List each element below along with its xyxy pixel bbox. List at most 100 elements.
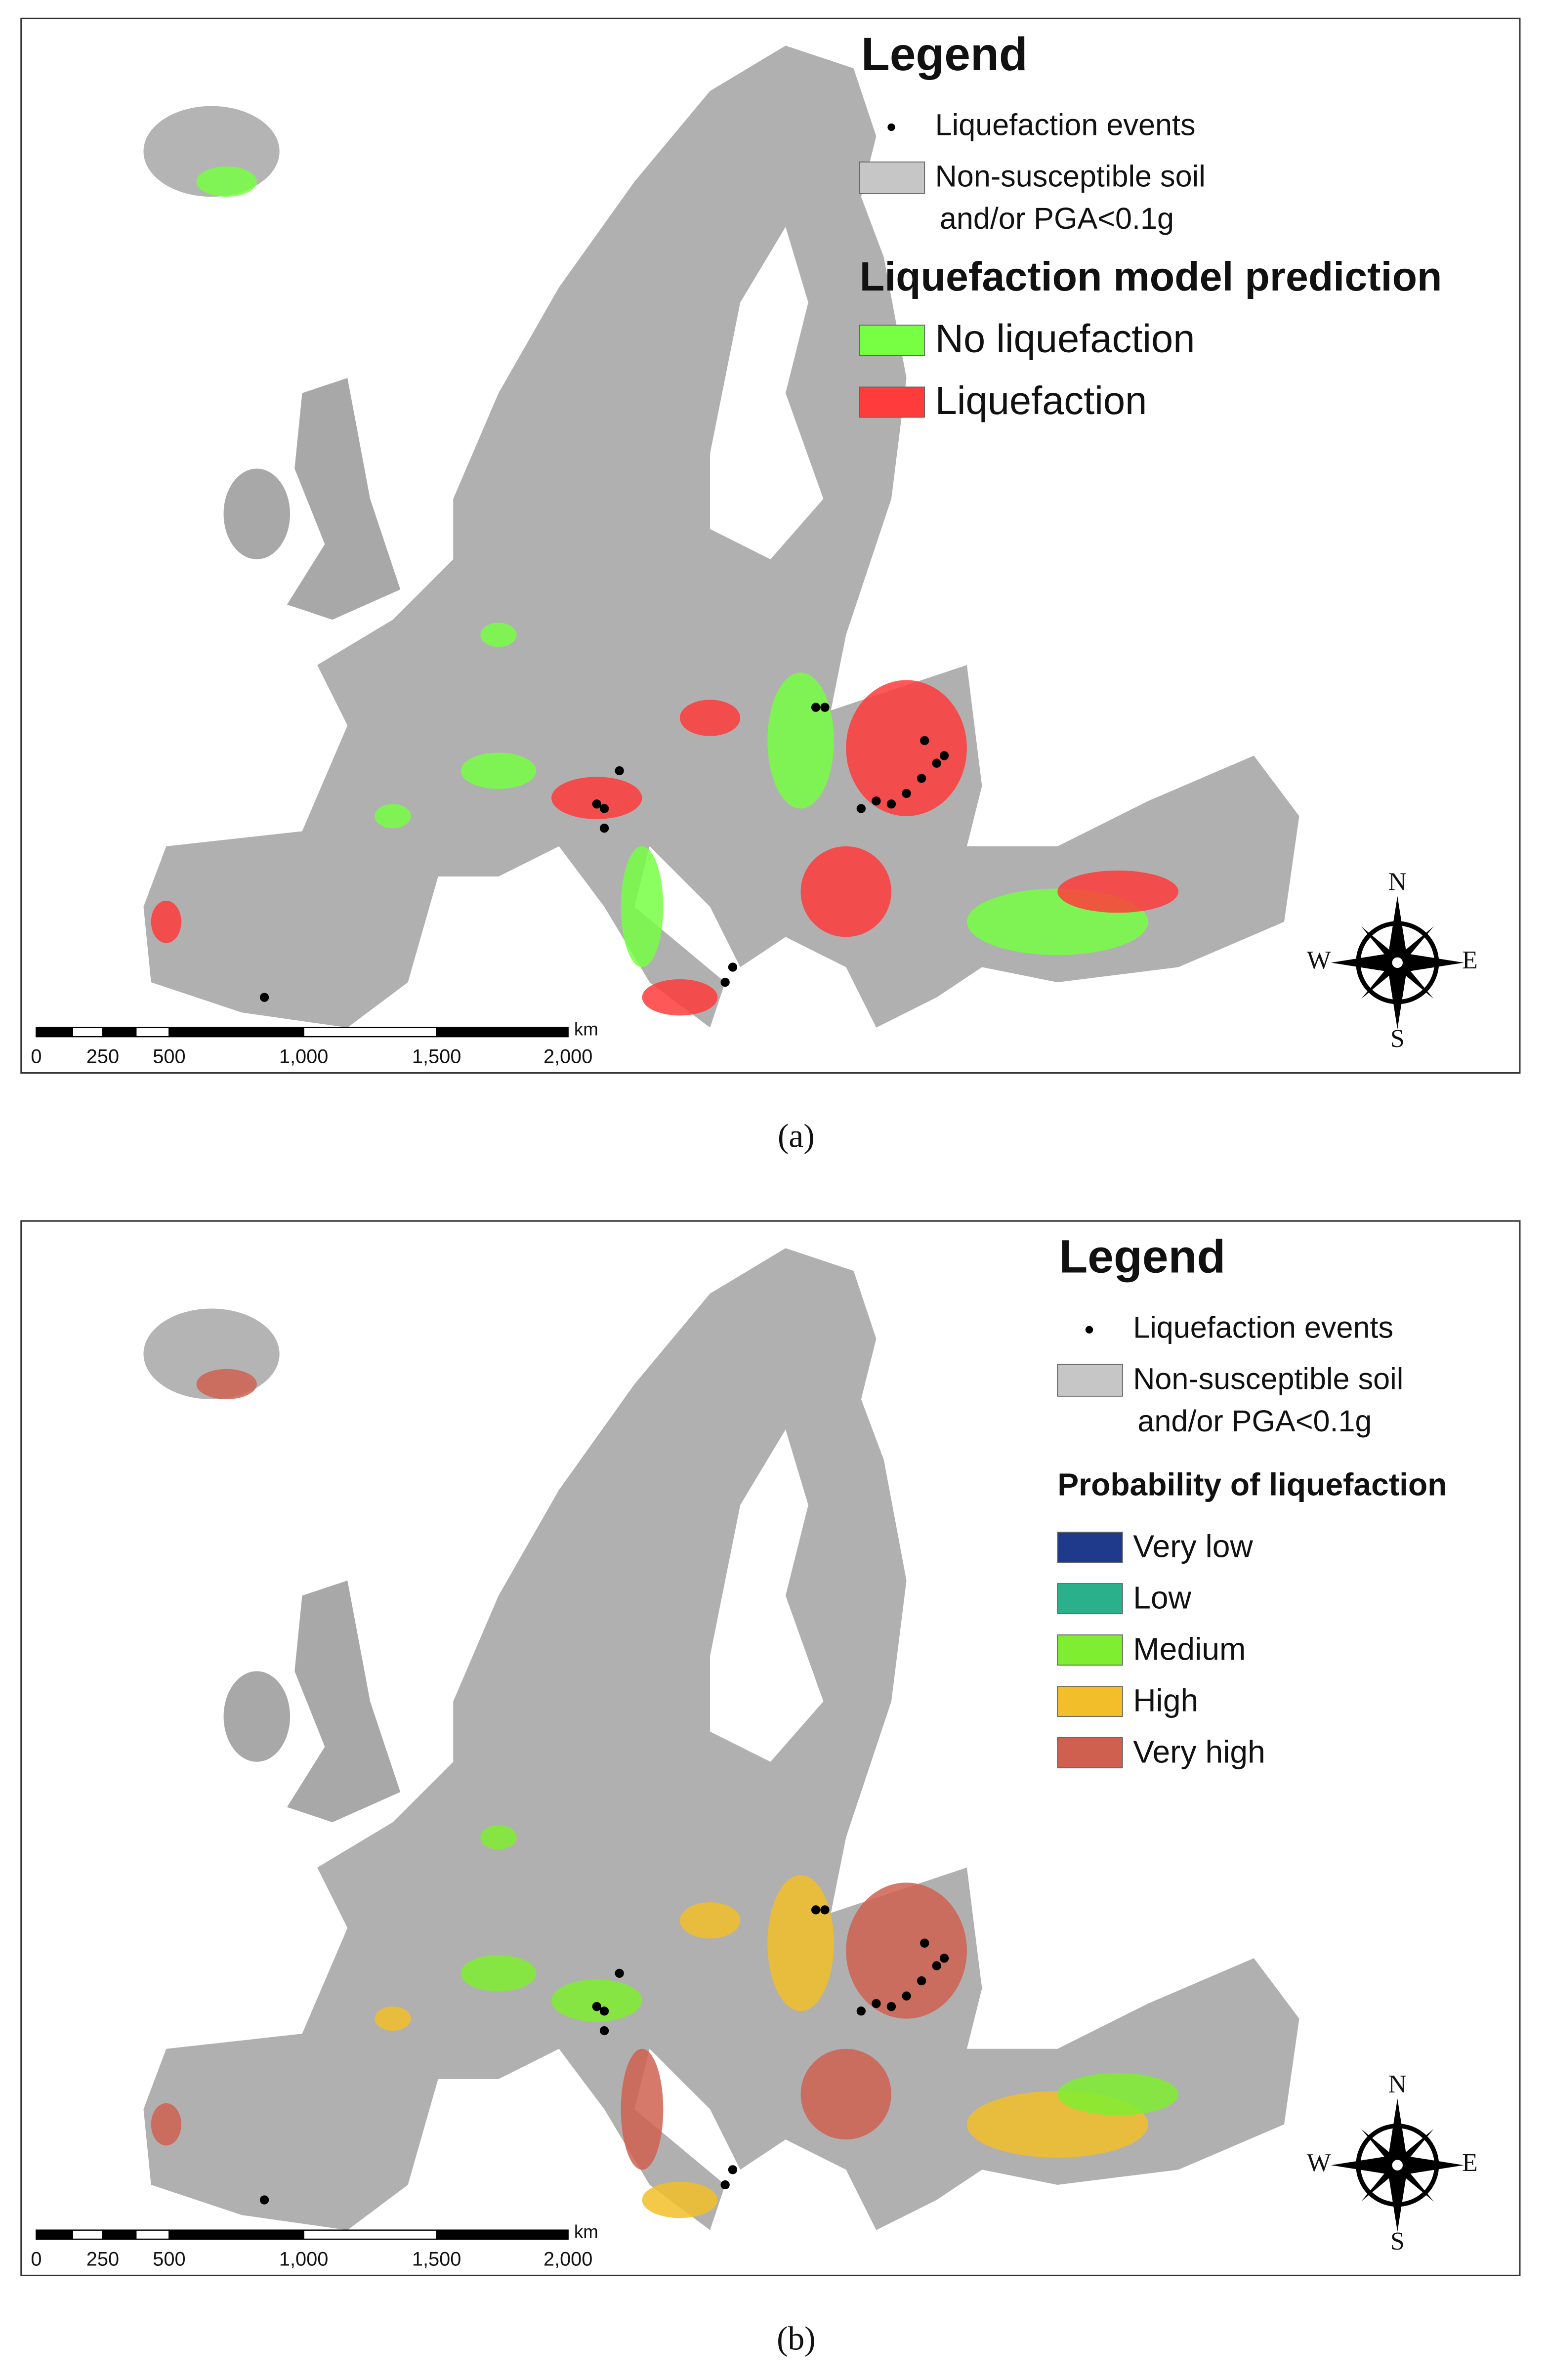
event-marker [917, 774, 926, 783]
compass-center [1390, 2158, 1405, 2172]
susceptible-area [480, 1825, 517, 1850]
legend-swatch [1057, 1532, 1123, 1563]
legend-label: Non-susceptible soil [1133, 1362, 1403, 1395]
event-marker [599, 2026, 609, 2036]
scale-label: 250 [86, 1045, 119, 1067]
scale-segment [36, 2229, 73, 2240]
event-marker [592, 799, 601, 809]
legend-label: Medium [1133, 1631, 1246, 1667]
land-ireland [223, 468, 291, 559]
compass-rose [1331, 896, 1464, 1029]
legend-swatch [1057, 1364, 1123, 1397]
event-marker [599, 804, 609, 813]
susceptible-area [767, 672, 834, 809]
compass-label: E [1462, 2149, 1478, 2177]
event-marker [920, 736, 929, 746]
scale-label: 0 [31, 2248, 42, 2270]
scale-label: 1,000 [279, 1045, 328, 1067]
event-marker [856, 2006, 866, 2016]
scale-label: 1,500 [412, 1045, 461, 1067]
event-marker [932, 758, 941, 768]
scale-segment [102, 1027, 137, 1038]
event-marker [259, 2195, 269, 2205]
event-marker [856, 804, 866, 813]
event-marker [872, 796, 881, 806]
susceptible-area [846, 1882, 967, 2019]
event-marker [599, 2006, 609, 2016]
susceptible-area [642, 979, 718, 1016]
scale-segment [72, 1027, 104, 1038]
scale-segment [135, 2229, 170, 2240]
land-ireland [223, 1671, 291, 1762]
event-marker [720, 977, 730, 987]
caption: (b) [777, 2320, 815, 2357]
susceptible-area [679, 1902, 741, 1939]
scale-label: 500 [153, 1045, 185, 1067]
scale-segment [168, 2229, 304, 2240]
legend-label: Liquefaction [935, 378, 1147, 422]
land-uk [287, 1580, 401, 1823]
land-uk [287, 378, 401, 620]
susceptible-area [1057, 870, 1178, 913]
legend-event-symbol [887, 123, 895, 131]
compass-label: E [1462, 946, 1478, 974]
event-marker [811, 703, 821, 712]
scale-unit: km [574, 2221, 598, 2242]
legend-subtitle: Probability of liquefaction [1057, 1466, 1447, 1502]
event-marker [902, 1991, 911, 2001]
susceptible-area [196, 166, 257, 197]
scale-label: 2,000 [544, 1045, 592, 1067]
legend-label: Very high [1133, 1734, 1265, 1769]
susceptible-area [767, 1875, 834, 2011]
sea [710, 227, 824, 559]
land [143, 45, 1299, 1028]
legend-event-symbol [1085, 1326, 1093, 1334]
susceptible-area [621, 846, 664, 967]
panel: Legend Liquefaction events Non-susceptible… [20, 17, 1521, 1155]
legend-label: and/or PGA<0.1g [1137, 1404, 1372, 1438]
susceptible-area [151, 2103, 181, 2146]
compass-label: S [1390, 1025, 1405, 1053]
susceptible-area [551, 1979, 642, 2022]
scale-label: 1,000 [279, 2248, 328, 2270]
legend-label: High [1133, 1683, 1198, 1718]
scale-segment [303, 2229, 437, 2240]
legend-subtitle: Liquefaction model prediction [860, 254, 1442, 299]
susceptible-area [460, 1955, 537, 1992]
susceptible-area [1057, 2073, 1178, 2116]
susceptible-area [800, 846, 891, 937]
susceptible-area [800, 2048, 891, 2140]
susceptible-area [679, 700, 741, 736]
event-marker [820, 1905, 830, 1915]
scale-unit: km [574, 1019, 598, 1040]
event-marker [902, 789, 911, 798]
susceptible-area [642, 2181, 718, 2218]
event-marker [728, 962, 738, 972]
legend-label: Very low [1133, 1529, 1253, 1564]
scale-segment [303, 1027, 437, 1038]
event-marker [820, 703, 830, 712]
susceptible-area [196, 1369, 257, 1399]
land [143, 1248, 1299, 2230]
event-marker [599, 824, 609, 833]
susceptible-area [621, 2048, 664, 2170]
compass-center [1390, 956, 1405, 970]
compass-label: N [1388, 868, 1407, 896]
scale-label: 250 [86, 2248, 119, 2270]
scale-segment [135, 1027, 170, 1038]
legend-label: Liquefaction events [935, 108, 1196, 142]
event-marker [720, 2180, 730, 2190]
event-marker [939, 751, 949, 760]
compass-label: W [1307, 2149, 1331, 2177]
scale-segment [102, 2229, 137, 2240]
legend-title: Legend [1059, 1231, 1225, 1283]
event-marker [920, 1938, 929, 1948]
legend-swatch [859, 386, 925, 418]
susceptible-area [551, 777, 642, 819]
event-marker [917, 1976, 926, 1986]
legend-label: Liquefaction events [1133, 1310, 1393, 1344]
susceptible-area [151, 900, 181, 943]
event-marker [886, 2002, 896, 2011]
susceptible-area [846, 680, 967, 816]
